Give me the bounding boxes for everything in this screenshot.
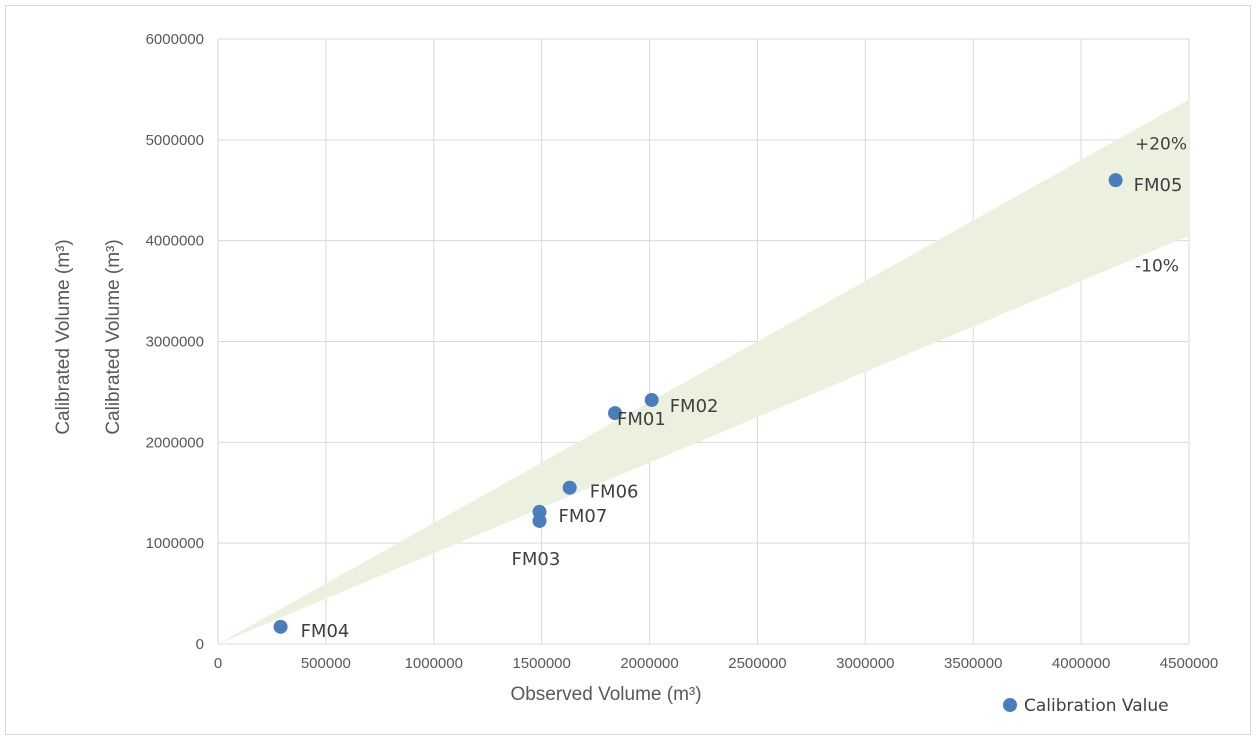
x-tick-label: 2000000	[620, 655, 678, 672]
y-tick-label: 6000000	[146, 31, 204, 48]
legend: Calibration Value	[1003, 696, 1169, 716]
x-tick-label: 1500000	[512, 655, 570, 672]
tolerance-band-area	[218, 99, 1189, 644]
x-tick-label: 3500000	[944, 655, 1002, 672]
band-upper-label: +20%	[1135, 135, 1187, 155]
x-tick-label: 0	[214, 655, 222, 672]
point-label-fm07: FM07	[559, 506, 608, 527]
x-tick-label: 3000000	[836, 655, 894, 672]
x-tick-label: 2500000	[728, 655, 786, 672]
data-point-fm07	[532, 504, 547, 519]
x-tick-label: 4500000	[1160, 655, 1218, 672]
y-tick-label: 1000000	[146, 535, 204, 552]
data-point-fm01	[608, 406, 623, 421]
y-tick-label: 5000000	[146, 132, 204, 149]
x-tick-label: 1000000	[405, 655, 463, 672]
y-tick-label: 0	[196, 636, 204, 653]
point-label-fm01: FM01	[617, 409, 666, 430]
data-point-fm06	[562, 480, 577, 495]
legend-label: Calibration Value	[1024, 696, 1169, 716]
gridlines	[217, 38, 1190, 645]
data-point-fm05	[1108, 173, 1123, 188]
point-label-fm03: FM03	[512, 549, 561, 570]
band-lower-label: -10%	[1135, 257, 1179, 277]
legend-marker	[1003, 698, 1017, 712]
y-axis-ticks: 0 1000000 2000000 3000000 4000000 5000000 6000…	[146, 31, 204, 653]
chart-frame: 0 500000 1000000 1500000 2000000 2500000 30000…	[5, 5, 1251, 735]
point-label-fm04: FM04	[301, 621, 350, 642]
tolerance-band	[218, 99, 1189, 644]
y-tick-label: 3000000	[146, 334, 204, 351]
x-tick-label: 500000	[301, 655, 351, 672]
point-label-fm02: FM02	[670, 396, 719, 417]
x-tick-label: 4000000	[1052, 655, 1110, 672]
x-axis-ticks: 0 500000 1000000 1500000 2000000 2500000 30000…	[214, 655, 1218, 672]
data-point-fm02	[644, 392, 659, 407]
data-points	[273, 173, 1123, 634]
data-point-fm04	[273, 619, 288, 634]
scatter-chart: 0 500000 1000000 1500000 2000000 2500000 30000…	[53, 31, 1218, 716]
x-axis-title: Observed Volume (m³)	[510, 684, 701, 705]
point-label-fm06: FM06	[590, 482, 639, 503]
y-tick-label: 2000000	[146, 434, 204, 451]
y-tick-label: 4000000	[146, 233, 204, 250]
y-axis-title-outer: Calibrated Volume (m³)	[53, 239, 74, 434]
point-label-fm05: FM05	[1134, 175, 1183, 196]
y-axis-title: Calibrated Volume (m³)	[103, 239, 124, 434]
